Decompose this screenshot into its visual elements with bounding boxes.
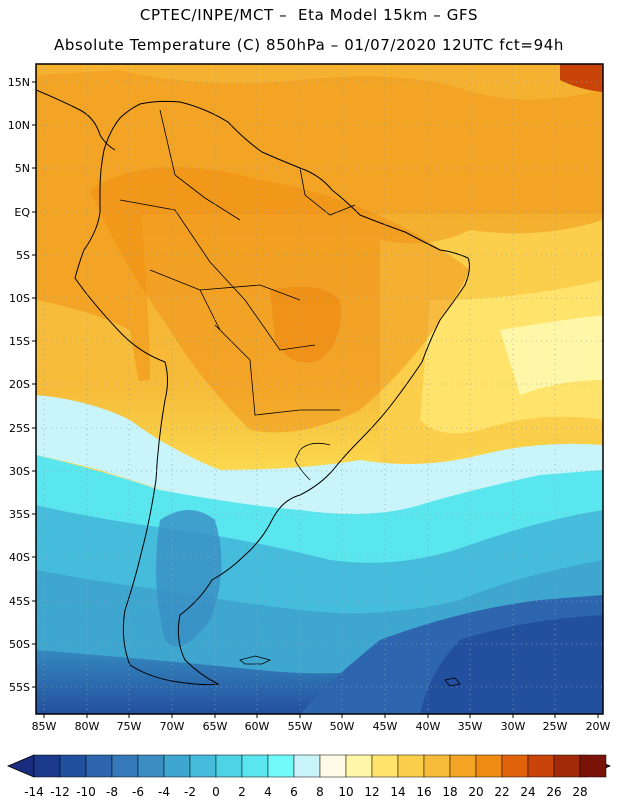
lat-label: 40S: [9, 551, 30, 564]
lat-label: 15N: [8, 76, 30, 89]
colorbar-cell: [267, 754, 295, 778]
lat-label: EQ: [14, 206, 30, 219]
colorbar-label: 14: [390, 785, 405, 799]
colorbar-label: 20: [468, 785, 483, 799]
colorbar-cell: [553, 754, 581, 778]
lat-label: 10S: [9, 292, 30, 305]
colorbar: -14 -12 -10 -8 -6 -4 -2 0 2 4 6 8 10 12 …: [6, 754, 612, 799]
lon-label: 60W: [245, 720, 270, 733]
colorbar-cell: [189, 754, 217, 778]
map-title-line-1: CPTEC/INPE/MCT – Eta Model 15km – GFS: [139, 6, 479, 24]
colorbar-label: 22: [494, 785, 509, 799]
colorbar-cell: [59, 754, 87, 778]
colorbar-label: 6: [290, 785, 298, 799]
lon-label: 25W: [543, 720, 568, 733]
colorbar-label: 12: [364, 785, 379, 799]
colorbar-label: 26: [546, 785, 561, 799]
lat-label: 30S: [9, 465, 30, 478]
colorbar-cell: [397, 754, 425, 778]
graticule: [36, 64, 603, 714]
lon-label: 80W: [75, 720, 100, 733]
colorbar-cell: [423, 754, 451, 778]
lon-label: 35W: [458, 720, 483, 733]
colorbar-label: 2: [238, 785, 246, 799]
colorbar-label: 24: [520, 785, 535, 799]
colorbar-label: 28: [572, 785, 587, 799]
colorbar-cell: [579, 754, 607, 778]
colorbar-cell: [215, 754, 243, 778]
colorbar-label: 0: [212, 785, 220, 799]
lon-label: 75W: [117, 720, 142, 733]
colorbar-label: 8: [316, 785, 324, 799]
colorbar-low-arrow: [6, 754, 35, 778]
colorbar-cell: [371, 754, 399, 778]
south-america-coastline: [74, 100, 470, 686]
colorbar-label: -6: [132, 785, 144, 799]
lat-label: 55S: [9, 681, 30, 694]
lat-label: 25S: [9, 422, 30, 435]
colorbar-cell: [345, 754, 373, 778]
colorbar-label: 4: [264, 785, 272, 799]
colorbar-label: -4: [158, 785, 170, 799]
lat-label: 5S: [16, 249, 30, 262]
lat-label: 50S: [9, 638, 30, 651]
map-frame: [35, 63, 604, 715]
colorbar-cell: [137, 754, 165, 778]
colorbar-cell: [163, 754, 191, 778]
lat-label: 10N: [8, 119, 30, 132]
colorbar-label: 10: [338, 785, 353, 799]
lat-label: 5N: [15, 162, 30, 175]
lat-label: 45S: [9, 595, 30, 608]
latitude-labels: 15N 10N 5N EQ 5S 10S 15S 20S 25S 30S 35S…: [8, 76, 31, 694]
country-borders: [119, 109, 356, 481]
longitude-labels: 85W 80W 75W 70W 65W 60W 55W 50W 45W 40W …: [32, 720, 611, 733]
colorbar-cell: [111, 754, 139, 778]
lon-label: 45W: [373, 720, 398, 733]
lon-label: 20W: [586, 720, 611, 733]
colorbar-label: 16: [416, 785, 431, 799]
colorbar-label: -10: [76, 785, 96, 799]
lon-label: 55W: [288, 720, 313, 733]
colorbar-cell: [33, 754, 61, 778]
colorbar-cell: [241, 754, 269, 778]
colorbar-cell: [501, 754, 529, 778]
colorbar-cell: [319, 754, 347, 778]
colorbar-label: -14: [24, 785, 44, 799]
lon-label: 40W: [416, 720, 441, 733]
colorbar-cell: [449, 754, 477, 778]
colorbar-cell: [475, 754, 503, 778]
lon-label: 70W: [160, 720, 185, 733]
lon-label: 65W: [203, 720, 228, 733]
lat-label: 35S: [9, 508, 30, 521]
map-title-line-2: Absolute Temperature (C) 850hPa – 01/07/…: [54, 36, 564, 54]
temperature-field: [36, 64, 603, 714]
lat-label: 15S: [9, 335, 30, 348]
colorbar-label: -12: [50, 785, 70, 799]
lat-label: 20S: [9, 378, 30, 391]
colorbar-label: -8: [106, 785, 118, 799]
lon-label: 85W: [32, 720, 57, 733]
colorbar-cell: [527, 754, 555, 778]
colorbar-label: -2: [184, 785, 196, 799]
lon-label: 50W: [330, 720, 355, 733]
colorbar-cell: [293, 754, 321, 778]
central-america-coastline: [36, 89, 116, 151]
colorbar-label: 18: [442, 785, 457, 799]
colorbar-cell: [85, 754, 113, 778]
lon-label: 30W: [501, 720, 526, 733]
